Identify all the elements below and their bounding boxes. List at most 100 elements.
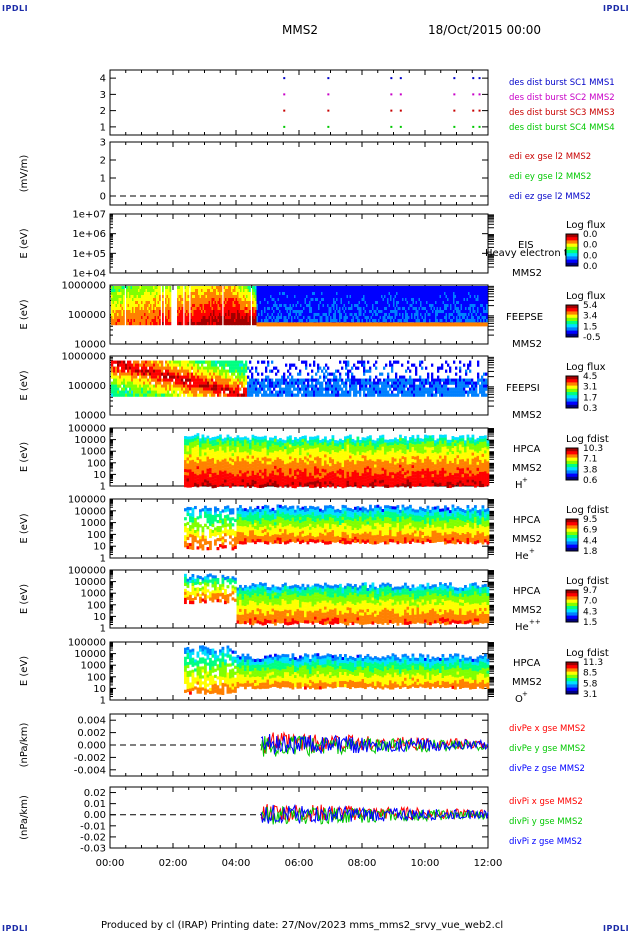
feepsi-cell (261, 384, 264, 388)
feepsi-cell (193, 384, 196, 388)
feepse-cell (136, 313, 139, 317)
feepse-cell (337, 298, 340, 302)
feepsi-cell (333, 375, 336, 379)
feepse-cell (144, 301, 146, 305)
feepse-cell (159, 304, 161, 308)
feepsi-colorbar-segment (566, 401, 578, 406)
feepse-cell (208, 295, 211, 299)
feepsi-cell (211, 387, 214, 391)
feepse-cell (142, 295, 145, 299)
eis-colorbar-segment (566, 240, 578, 245)
feepse-cell (205, 313, 208, 317)
feepse-cell (336, 286, 338, 290)
feepse-cell (205, 304, 208, 308)
feepsi-cell (217, 381, 220, 385)
feepse-cell (352, 298, 355, 302)
feepsi-cell (325, 387, 328, 391)
feepsi-cell (271, 381, 274, 385)
feepse-cell (358, 310, 361, 314)
feepse-cell (180, 313, 182, 317)
feepse-cell (358, 298, 361, 302)
feepse-cell (408, 289, 410, 293)
feepsi-cell (191, 393, 194, 397)
feepsi-cell (351, 378, 354, 382)
feepse-cell (412, 304, 415, 308)
feepse-cell (225, 307, 227, 311)
feepse-cell (439, 319, 442, 323)
feepse-cell (301, 301, 304, 305)
feepsi-cell (343, 384, 346, 388)
feepse-cell (262, 322, 265, 327)
feepsi-cell (247, 390, 250, 394)
feepsi-cell (221, 387, 224, 391)
feepse-cell (310, 319, 313, 323)
feepse-cell (412, 319, 415, 323)
feepse-cell (112, 310, 115, 314)
feepsi-cell (333, 384, 336, 388)
feepsi-cell (341, 387, 344, 391)
feepsi-cell (145, 372, 148, 376)
feepse-cell (271, 295, 274, 299)
feepsi-cell (125, 390, 128, 394)
feepse-cell (213, 322, 215, 326)
feepse-cell (231, 313, 233, 317)
feepse-cell (394, 295, 397, 299)
feepse-cell (444, 310, 446, 314)
feepse-cell (213, 319, 215, 323)
feepse-cell (439, 289, 442, 293)
feepsi-cell (147, 384, 150, 388)
feepse-cell (396, 286, 398, 290)
feepsi-cell (347, 372, 350, 376)
feepse-cell (148, 322, 151, 326)
feepse-colorbar-segment (566, 327, 578, 332)
feepsi-cell (273, 366, 276, 370)
feepse-cell (315, 295, 317, 299)
feepse-cell (276, 286, 278, 290)
feepse-cell (298, 310, 301, 314)
feepse-colorbar-segment (566, 333, 578, 338)
feepse-cell (178, 307, 181, 311)
feepse-cell (138, 289, 140, 293)
feepse-cell (127, 298, 130, 302)
feepse-cell (360, 313, 362, 317)
feepsi-cell (223, 372, 226, 376)
feepsi-cell (233, 378, 236, 382)
feepse-cell (450, 313, 452, 317)
feepsi-cell (207, 372, 210, 376)
feepse-cell (204, 298, 206, 302)
feepsi-colorbar-segment (566, 392, 578, 396)
feepse-cell (301, 310, 304, 314)
feepse-cell (112, 316, 115, 320)
feepse-cell (265, 289, 268, 293)
feepse-cell (226, 307, 229, 311)
feepsi-cell (113, 378, 116, 382)
feepse-cell (123, 292, 125, 296)
feepse-colorbar-segment (566, 305, 578, 309)
feepse-cell (159, 307, 161, 311)
feepse-cell (267, 319, 269, 323)
feepsi-cell (141, 360, 144, 364)
feepsi-cell (119, 390, 122, 394)
feepse-cell (343, 310, 346, 314)
feepsi-cell (137, 369, 140, 373)
feepse-cell (357, 316, 359, 320)
feepse-cell (241, 292, 244, 296)
feepse-cell (319, 313, 322, 317)
feepse-cell (190, 289, 193, 293)
feepse-cell (147, 313, 149, 317)
feepse-cell (336, 322, 338, 327)
feepse-cell (259, 313, 262, 317)
feepse-cell (123, 304, 125, 308)
feepse-cell (213, 292, 215, 296)
feepse-cell (111, 313, 113, 317)
feepse-cell (381, 295, 383, 299)
feepse-cell (289, 301, 292, 305)
feepsi-cell (133, 363, 136, 367)
feepse-cell (186, 289, 188, 293)
feepse-cell (486, 319, 488, 323)
feepsi-cell (349, 369, 352, 373)
feepse-cell (261, 289, 263, 293)
feepse-cell (363, 316, 365, 320)
feepsi-cell (133, 360, 136, 364)
feepsi-cell (139, 387, 142, 391)
